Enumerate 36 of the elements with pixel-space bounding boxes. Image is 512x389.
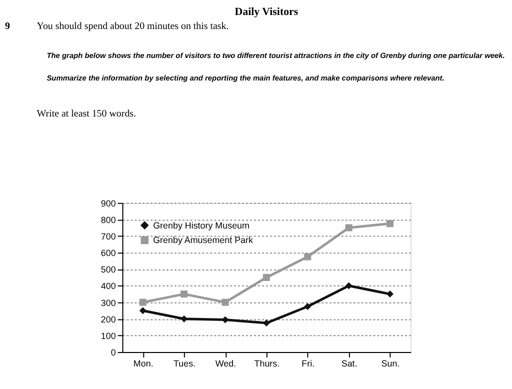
- x-tick-label: Wed.: [215, 358, 236, 368]
- y-tick-label: 800: [100, 214, 116, 225]
- y-tick-label: 400: [100, 281, 116, 292]
- point: [386, 290, 394, 298]
- text: Write at least 150 words.: [36, 108, 136, 120]
- legend-label: Grenby History Museum: [153, 220, 250, 230]
- chart-title: Daily Visitors: [234, 6, 298, 18]
- x-tick-label: Sat.: [341, 358, 358, 368]
- y-tick-label: 100: [100, 330, 116, 341]
- point: [180, 290, 188, 298]
- y-tick-label: 200: [100, 314, 116, 324]
- x-tick-label: Mon.: [133, 358, 154, 368]
- legend-label: Grenby Amusement Park: [153, 235, 254, 246]
- point: [304, 253, 312, 260]
- point: [345, 224, 352, 232]
- point: [386, 220, 394, 228]
- point: [262, 274, 270, 281]
- x-tick-label: Thurs.: [254, 358, 280, 368]
- point: [345, 282, 352, 290]
- x-tick-label: Sun.: [381, 358, 400, 368]
- point: [139, 298, 146, 306]
- y-tick-label: 700: [100, 232, 116, 242]
- text: You should spend about 20 minutes on this task.: [36, 20, 229, 32]
- point: [304, 302, 312, 310]
- x-tick-label: Tues.: [174, 358, 196, 368]
- point: [180, 315, 188, 322]
- point: [222, 298, 229, 306]
- point: [139, 307, 146, 314]
- text: 9: [4, 20, 10, 32]
- y-tick-label: 300: [100, 298, 116, 308]
- y-tick-label: 500: [100, 264, 116, 275]
- y-tick-label: 0: [110, 348, 116, 358]
- y-tick-label: 900: [100, 198, 116, 208]
- y-tick-label: 600: [100, 248, 116, 258]
- point: [222, 316, 229, 324]
- x-tick-label: Fri.: [302, 358, 315, 368]
